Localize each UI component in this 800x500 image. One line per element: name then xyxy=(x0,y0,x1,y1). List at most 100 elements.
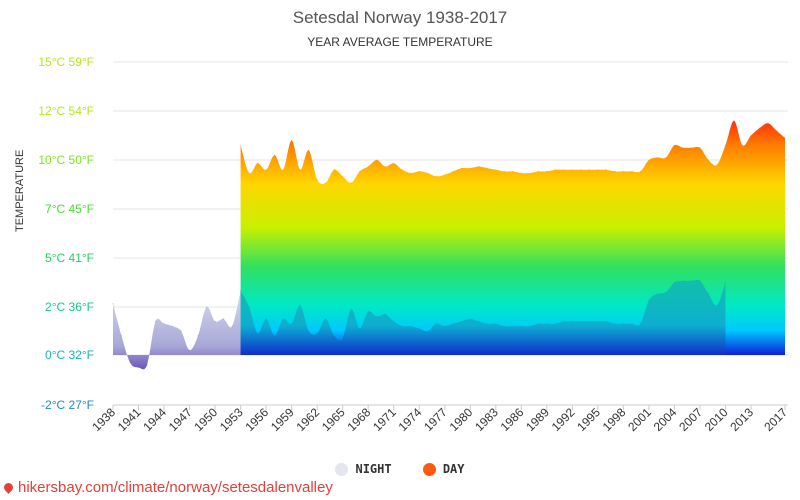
x-tick-label: 1983 xyxy=(472,405,501,434)
x-tick-label: 2013 xyxy=(727,405,756,434)
legend-night[interactable]: NIGHT xyxy=(335,462,392,476)
y-tick-label: -2°C 27°F xyxy=(41,398,94,412)
x-tick-label: 2010 xyxy=(702,405,731,434)
day-point xyxy=(452,170,454,173)
day-point xyxy=(512,170,514,173)
x-tick-label: 1950 xyxy=(191,405,220,434)
x-tick-label: 2007 xyxy=(676,405,705,434)
day-point xyxy=(775,130,778,132)
night-point xyxy=(274,335,276,337)
legend-day-label: DAY xyxy=(442,462,465,476)
night-point xyxy=(299,304,301,306)
x-tick-label: 1974 xyxy=(396,405,425,434)
night-point xyxy=(639,323,641,325)
x-tick-label: 1971 xyxy=(370,405,399,434)
x-tick-label: 1992 xyxy=(549,405,578,434)
day-point xyxy=(410,172,412,174)
night-point xyxy=(308,330,310,332)
day-point xyxy=(384,165,386,168)
day-point xyxy=(376,159,378,161)
night-point xyxy=(699,280,701,282)
night-point xyxy=(486,323,488,325)
x-tick-label: 2004 xyxy=(651,405,680,434)
night-point xyxy=(401,325,403,327)
night-point xyxy=(648,299,650,302)
y-tick-label: 5°C 41°F xyxy=(45,251,94,265)
night-point xyxy=(265,318,267,320)
day-point xyxy=(427,172,429,174)
night-point xyxy=(325,318,327,320)
night-point xyxy=(418,328,420,330)
day-point xyxy=(614,170,616,173)
night-point xyxy=(495,323,497,325)
day-point xyxy=(325,182,327,184)
day-point xyxy=(359,170,361,173)
y-tick-label: 2°C 36°F xyxy=(45,300,94,314)
x-tick-label: 1965 xyxy=(319,405,348,434)
location-pin-icon xyxy=(2,481,15,494)
night-point xyxy=(384,313,386,315)
night-point xyxy=(707,293,710,295)
day-point xyxy=(656,156,659,159)
night-area-early xyxy=(113,290,241,370)
day-point xyxy=(316,179,318,181)
night-point xyxy=(563,320,565,322)
night-point xyxy=(231,325,233,327)
night-point xyxy=(350,308,352,310)
night-point xyxy=(673,281,676,284)
night-point xyxy=(665,291,667,293)
night-point xyxy=(588,320,590,322)
night-point xyxy=(257,332,259,334)
y-tick-label: 7°C 45°F xyxy=(45,202,94,216)
day-point xyxy=(741,144,744,146)
x-tick-label: 1980 xyxy=(447,405,476,434)
night-point xyxy=(520,325,522,327)
x-tick-label: 2017 xyxy=(761,405,790,434)
day-point xyxy=(418,170,420,173)
day-point xyxy=(469,167,471,169)
day-point xyxy=(350,182,352,184)
night-point xyxy=(444,325,446,327)
legend: NIGHT DAY xyxy=(0,462,800,479)
source-link[interactable]: hikersbay.com/climate/norway/setesdalenv… xyxy=(2,479,333,496)
x-tick-label: 1953 xyxy=(217,405,246,434)
night-point xyxy=(529,325,531,327)
x-tick-label: 1944 xyxy=(140,405,169,434)
night-point xyxy=(537,323,539,325)
day-point xyxy=(435,175,437,177)
day-point xyxy=(622,170,624,173)
night-point xyxy=(205,306,208,308)
y-tick-label: 15°C 59°F xyxy=(38,55,94,69)
day-point xyxy=(503,170,505,173)
day-point xyxy=(546,170,548,173)
day-point xyxy=(724,144,727,146)
night-point xyxy=(452,323,454,325)
x-tick-label: 1947 xyxy=(166,405,195,434)
day-point xyxy=(248,172,250,174)
night-point xyxy=(622,323,624,325)
night-point xyxy=(724,281,727,284)
night-point xyxy=(461,320,463,322)
night-point xyxy=(376,316,378,318)
legend-night-dot xyxy=(335,462,349,476)
day-point xyxy=(342,175,344,177)
night-point xyxy=(359,328,361,330)
data-areas xyxy=(112,120,786,370)
legend-day[interactable]: DAY xyxy=(422,462,465,476)
night-point xyxy=(171,325,174,327)
day-point xyxy=(367,165,369,168)
day-point xyxy=(665,156,667,159)
x-tick-label: 1956 xyxy=(242,405,271,434)
day-point xyxy=(401,169,403,171)
day-point xyxy=(291,139,293,141)
night-point xyxy=(154,320,157,322)
night-point xyxy=(112,303,114,305)
day-point xyxy=(784,137,786,139)
night-point xyxy=(427,330,429,332)
source-text: hikersbay.com/climate/norway/setesdalenv… xyxy=(18,479,333,496)
day-point xyxy=(673,144,676,146)
night-point xyxy=(478,320,480,322)
x-tick-label: 1941 xyxy=(115,405,144,434)
day-point xyxy=(758,127,761,129)
night-point xyxy=(631,323,633,325)
